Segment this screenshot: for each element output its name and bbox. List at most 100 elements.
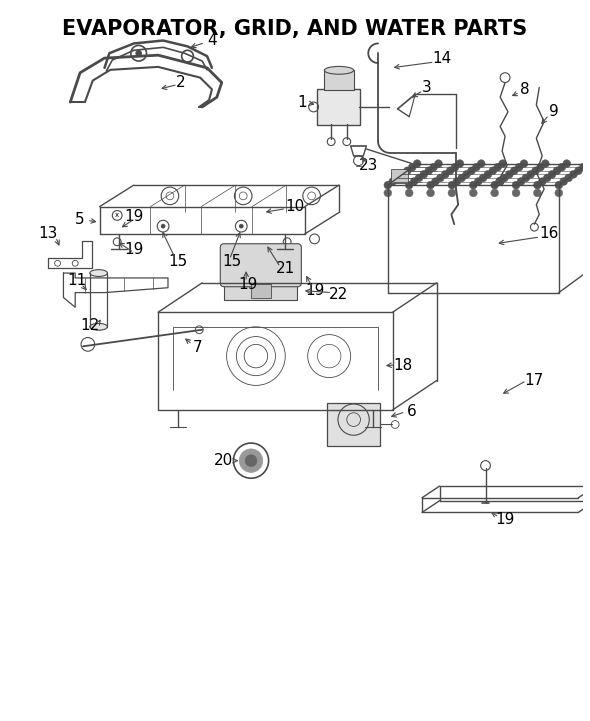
Circle shape [479,174,487,182]
Text: 3: 3 [422,80,432,95]
Circle shape [446,167,454,174]
Circle shape [491,189,499,197]
Text: 1: 1 [297,94,307,110]
Circle shape [491,181,499,189]
Circle shape [427,181,434,189]
Circle shape [473,163,480,171]
Circle shape [448,189,456,197]
Ellipse shape [90,270,107,276]
Circle shape [384,181,392,189]
Circle shape [458,174,466,182]
Circle shape [474,177,482,185]
Text: 14: 14 [432,50,451,66]
Circle shape [575,167,582,174]
Circle shape [569,170,578,178]
Text: 15: 15 [222,254,241,269]
Circle shape [558,163,566,171]
Circle shape [451,163,459,171]
Circle shape [527,170,535,178]
Bar [251,284,271,298]
Circle shape [542,160,549,167]
Circle shape [394,174,402,182]
Text: 21: 21 [276,261,295,275]
Bar [327,402,381,446]
Text: 19: 19 [238,278,258,292]
Text: 2: 2 [176,75,185,90]
Circle shape [496,177,503,185]
Circle shape [536,163,545,171]
Circle shape [584,160,590,167]
Circle shape [448,181,456,189]
Text: 19: 19 [496,512,514,527]
Circle shape [463,170,470,178]
Text: 18: 18 [393,358,412,373]
Circle shape [555,181,563,189]
Text: 11: 11 [67,273,87,288]
Circle shape [543,174,551,182]
Circle shape [555,189,563,197]
Circle shape [489,167,497,174]
Circle shape [533,189,542,197]
Ellipse shape [90,324,107,330]
Circle shape [477,160,485,167]
Text: 17: 17 [525,373,544,388]
Circle shape [413,160,421,167]
Circle shape [563,160,571,167]
Text: 13: 13 [38,226,57,242]
Circle shape [560,177,568,185]
Circle shape [384,189,392,197]
Circle shape [245,455,257,466]
Circle shape [499,160,507,167]
Circle shape [512,189,520,197]
Circle shape [522,174,530,182]
Circle shape [420,170,428,178]
Circle shape [500,174,509,182]
Circle shape [435,160,442,167]
Circle shape [517,177,525,185]
FancyBboxPatch shape [220,244,301,287]
Circle shape [399,170,407,178]
Bar [391,169,408,183]
Circle shape [404,167,411,174]
Ellipse shape [324,66,353,74]
Text: 19: 19 [124,209,143,224]
Circle shape [467,167,476,174]
Circle shape [510,167,518,174]
Circle shape [456,160,464,167]
Text: 5: 5 [76,212,85,227]
Circle shape [430,163,438,171]
Text: 9: 9 [549,105,559,120]
Circle shape [539,177,546,185]
Circle shape [408,163,416,171]
Circle shape [506,170,513,178]
Circle shape [410,177,418,185]
Circle shape [579,163,587,171]
Text: 10: 10 [286,199,304,214]
Circle shape [453,177,461,185]
Circle shape [437,174,444,182]
Text: 19: 19 [305,283,325,298]
Circle shape [389,177,396,185]
Circle shape [553,167,561,174]
Text: 8: 8 [520,82,529,97]
Text: 7: 7 [192,340,202,355]
Circle shape [520,160,528,167]
Text: EVAPORATOR, GRID, AND WATER PARTS: EVAPORATOR, GRID, AND WATER PARTS [63,19,527,39]
Circle shape [415,174,423,182]
Text: x: x [115,213,119,218]
Circle shape [533,181,542,189]
Circle shape [427,189,434,197]
Circle shape [470,181,477,189]
Circle shape [405,189,413,197]
Circle shape [425,167,432,174]
Text: 19: 19 [124,242,143,257]
Circle shape [470,189,477,197]
Text: 22: 22 [329,287,349,302]
Circle shape [565,174,572,182]
Circle shape [405,181,413,189]
Text: 4: 4 [207,33,217,48]
Circle shape [515,163,523,171]
Text: 15: 15 [168,254,188,269]
Text: 23: 23 [359,158,378,173]
Bar [224,283,297,301]
